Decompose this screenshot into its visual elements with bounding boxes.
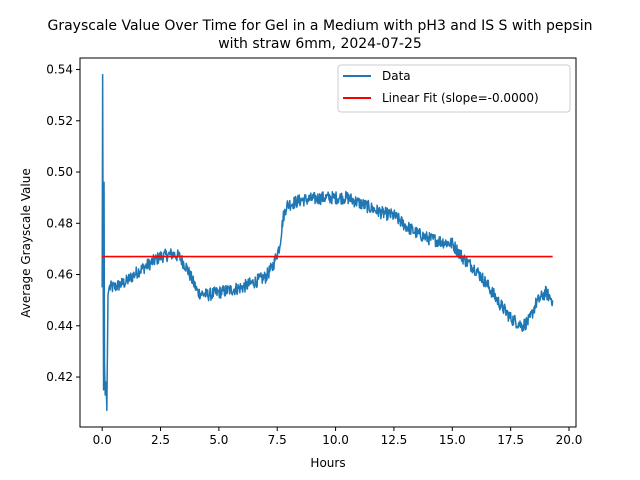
y-tick-label: 0.42 (46, 370, 73, 384)
x-tick-label: 0.0 (93, 433, 112, 447)
x-tick-label: 5.0 (209, 433, 228, 447)
plot-frame (79, 57, 577, 428)
x-tick-label: 15.0 (439, 433, 466, 447)
y-axis-ticks: 0.42 0.44 0.46 0.48 0.50 0.52 0.54 (46, 63, 80, 384)
y-tick-label: 0.54 (46, 63, 73, 77)
chart-title-line1: Grayscale Value Over Time for Gel in a M… (47, 18, 592, 34)
legend-label-linear-fit: Linear Fit (slope=-0.0000) (382, 91, 539, 105)
legend-box (337, 64, 571, 113)
x-tick-label: 10.0 (322, 433, 349, 447)
y-tick-label: 0.50 (46, 165, 73, 179)
series-line-data (101, 73, 554, 412)
chart-title-line2: with straw 6mm, 2024-07-25 (218, 36, 422, 52)
x-tick-label: 17.5 (497, 433, 524, 447)
x-tick-label: 7.5 (268, 433, 287, 447)
legend: Data Linear Fit (slope=-0.0000) (337, 64, 571, 113)
plot-series (101, 73, 554, 412)
y-axis-label: Average Grayscale Value (19, 168, 33, 317)
y-tick-label: 0.44 (46, 319, 73, 333)
legend-label-data: Data (382, 69, 411, 83)
y-tick-label: 0.48 (46, 216, 73, 230)
x-tick-label: 2.5 (151, 433, 170, 447)
x-tick-label: 20.0 (556, 433, 583, 447)
x-axis-label: Hours (310, 456, 345, 470)
y-tick-label: 0.52 (46, 114, 73, 128)
x-tick-label: 12.5 (381, 433, 408, 447)
x-axis-ticks: 0.0 2.5 5.0 7.5 10.0 12.5 15.0 17.5 20.0 (93, 427, 583, 447)
y-tick-label: 0.46 (46, 268, 73, 282)
chart-title: Grayscale Value Over Time for Gel in a M… (47, 18, 592, 52)
